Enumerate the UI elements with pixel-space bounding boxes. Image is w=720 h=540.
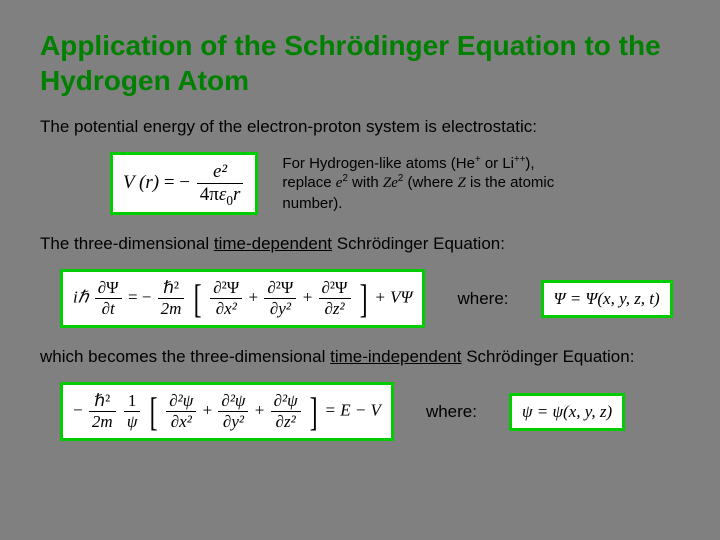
paragraph-1: The potential energy of the electron-pro… xyxy=(40,116,680,138)
equation-tdse: iℏ ∂Ψ∂t = − ℏ²2m [ ∂²Ψ∂x² + ∂²Ψ∂y² + ∂²Ψ… xyxy=(60,269,425,328)
paragraph-2: The three-dimensional time-dependent Sch… xyxy=(40,233,680,255)
paragraph-3: which becomes the three-dimensional time… xyxy=(40,346,680,368)
row-potential: V (r) = − e² 4πε0r For Hydrogen-like ato… xyxy=(110,152,680,215)
row-tise: − ℏ²2m 1ψ [ ∂²ψ∂x² + ∂²ψ∂y² + ∂²ψ∂z² ] =… xyxy=(60,382,680,441)
equation-potential: V (r) = − e² 4πε0r xyxy=(110,152,258,215)
equation-psi-xyz: ψ = ψ(x, y, z) xyxy=(509,393,625,431)
note-hydrogenlike: For Hydrogen-like atoms (He+ or Li++), r… xyxy=(282,154,582,214)
equation-tise: − ℏ²2m 1ψ [ ∂²ψ∂x² + ∂²ψ∂y² + ∂²ψ∂z² ] =… xyxy=(60,382,394,441)
slide-title: Application of the Schrödinger Equation … xyxy=(40,28,680,98)
equation-psi-xyzt: Ψ = Ψ(x, y, z, t) xyxy=(541,280,673,318)
row-tdse: iℏ ∂Ψ∂t = − ℏ²2m [ ∂²Ψ∂x² + ∂²Ψ∂y² + ∂²Ψ… xyxy=(60,269,680,328)
where-label-2: where: xyxy=(418,402,485,422)
where-label-1: where: xyxy=(449,289,516,309)
